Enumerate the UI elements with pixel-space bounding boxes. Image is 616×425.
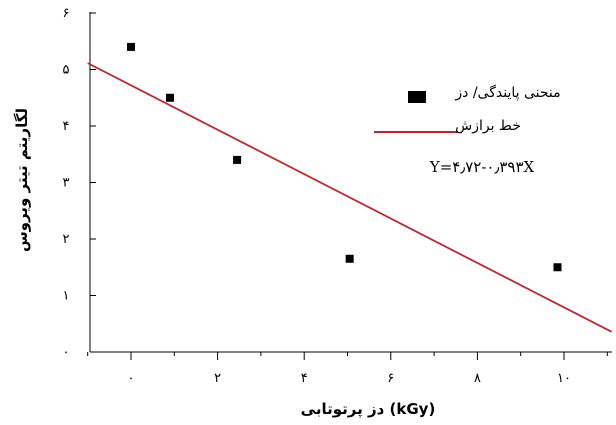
data-point: [233, 155, 242, 164]
fit-line-group: [87, 62, 613, 333]
x-tick-label: ۲: [214, 371, 221, 386]
data-point: [553, 263, 562, 272]
x-tick-label: ۴: [301, 371, 308, 386]
y-tick-label: ۲: [63, 232, 70, 247]
plot-area: ۰ ۱ ۲ ۳ ۴ ۵ ۶ ۰ ۲ ۴ ۶ ۸ ۱۰: [63, 6, 613, 386]
x-axis-title: دز پرتوتابی (kGy): [301, 400, 436, 419]
x-tick-label: ۶: [387, 371, 394, 386]
fit-line: [87, 62, 613, 333]
data-point: [127, 42, 135, 51]
y-tick-label: ۰: [63, 345, 70, 360]
data-point: [345, 254, 354, 263]
legend-marker-square: [408, 91, 426, 103]
legend-series-label: منحنی پایندگی/ دز: [454, 84, 560, 101]
legend-fit-label: خط برازش: [455, 118, 521, 134]
y-tick-label: ۴: [63, 119, 70, 134]
x-tick-label: ۸: [474, 371, 481, 386]
fit-equation: Y=۴٫۷۲-۰٫۳۹۳X: [429, 158, 535, 176]
data-points-group: [127, 42, 562, 272]
x-tick-group: ۰ ۲ ۴ ۶ ۸ ۱۰: [87, 352, 608, 386]
y-tick-label: ۳: [63, 176, 70, 191]
y-tick-label: ۶: [63, 6, 70, 21]
legend: منحنی پایندگی/ دز خط برازش Y=۴٫۷۲-۰٫۳۹۳X: [374, 84, 561, 176]
y-axis-title: لگاریتم تیتر ویروس: [13, 108, 31, 252]
x-tick-label: ۱۰: [557, 371, 571, 386]
x-tick-label: ۰: [128, 371, 135, 386]
y-tick-group: ۰ ۱ ۲ ۳ ۴ ۵ ۶: [63, 6, 96, 360]
y-tick-label: ۱: [63, 289, 70, 304]
data-point: [165, 93, 174, 102]
y-tick-label: ۵: [63, 63, 70, 78]
